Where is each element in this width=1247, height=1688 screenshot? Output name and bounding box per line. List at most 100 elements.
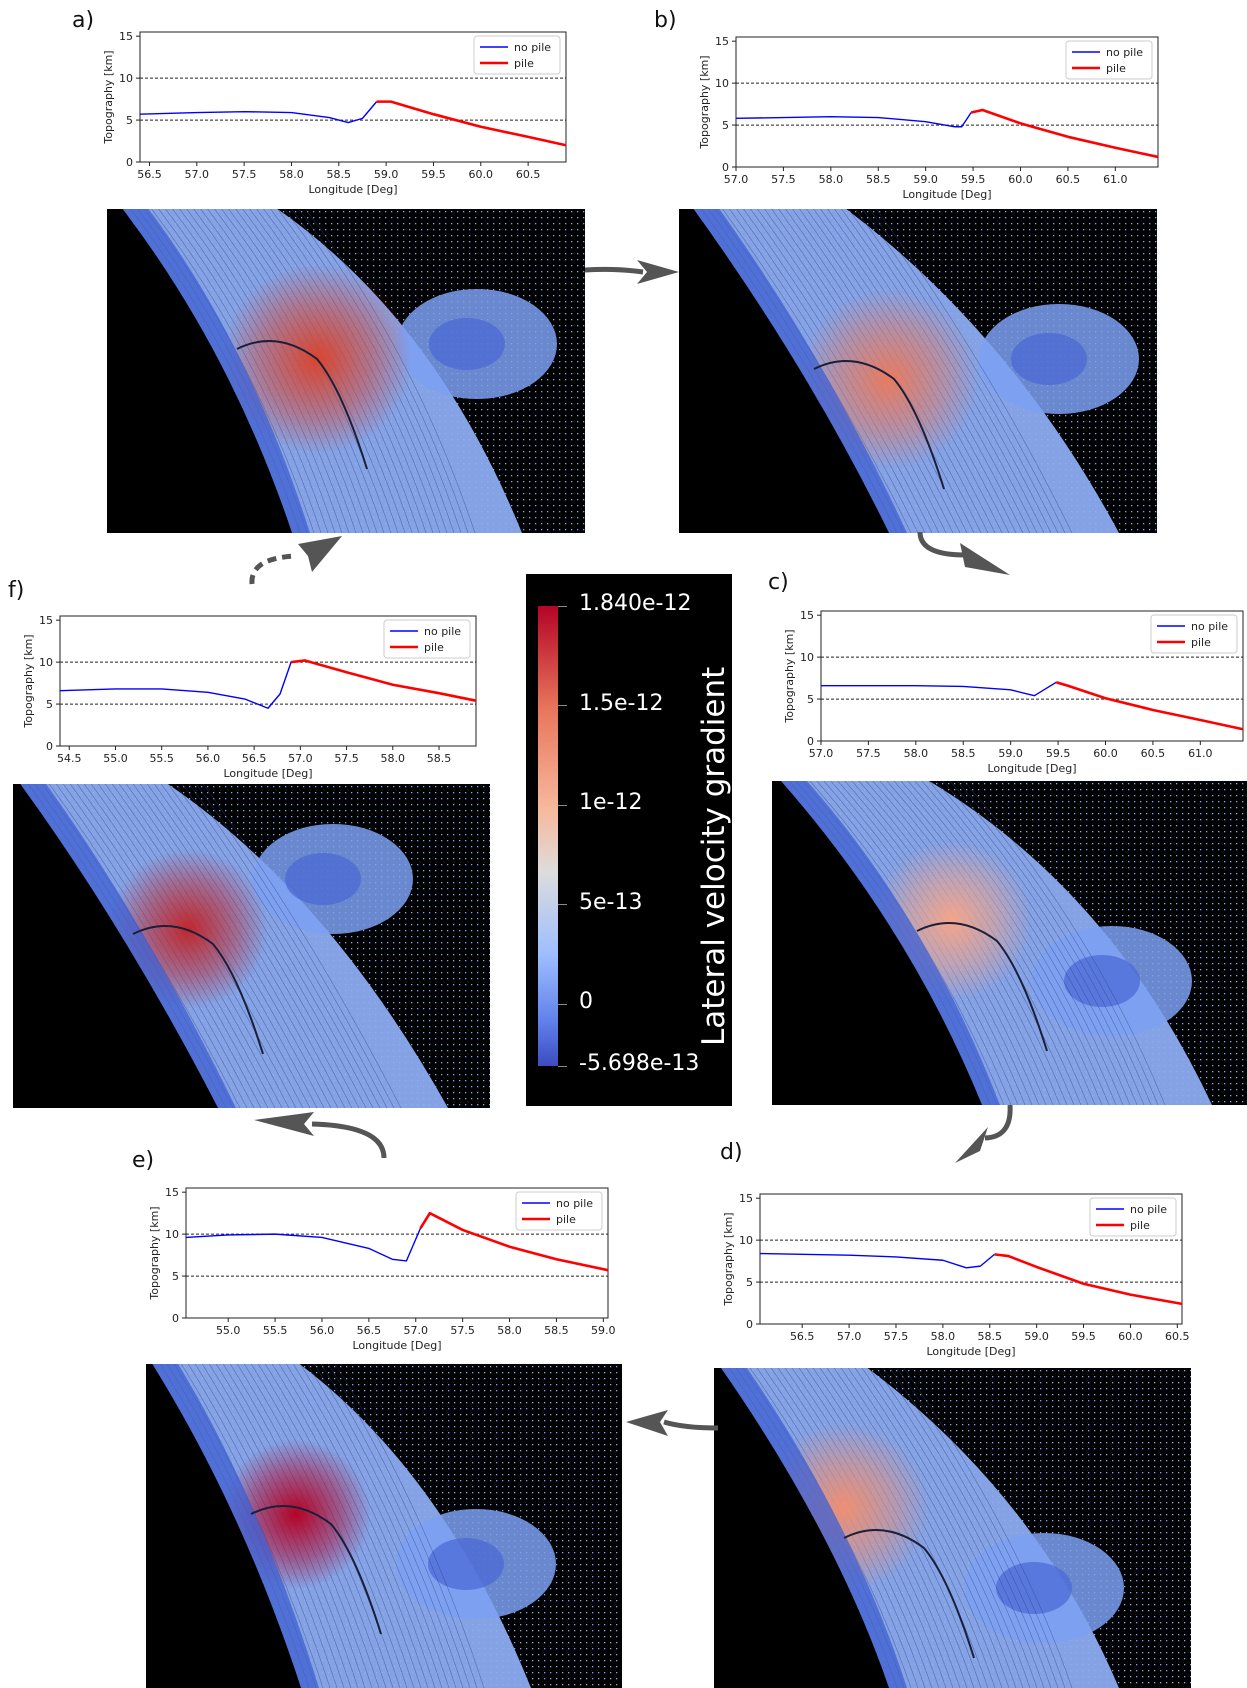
colorbar-tick bbox=[558, 1066, 567, 1067]
legend-label: no pile bbox=[514, 41, 551, 54]
x-tick-label: 58.5 bbox=[978, 1330, 1003, 1343]
legend-label: no pile bbox=[1106, 46, 1143, 59]
x-tick-label: 59.5 bbox=[1046, 747, 1071, 760]
surface-layer bbox=[780, 781, 1000, 1105]
y-tick-label: 15 bbox=[715, 35, 729, 48]
x-tick-label: 57.5 bbox=[450, 1324, 475, 1337]
legend-label: pile bbox=[424, 641, 444, 654]
x-tick-label: 59.0 bbox=[591, 1324, 616, 1337]
surface-layer bbox=[720, 1368, 907, 1688]
series-line-no-pile bbox=[185, 1227, 422, 1262]
y-tick-label: 5 bbox=[746, 1276, 753, 1289]
x-tick-label: 58.0 bbox=[279, 168, 304, 181]
flow-lobe-core bbox=[1064, 955, 1140, 1007]
panel-label-e: e) bbox=[132, 1148, 155, 1173]
velocity-field-map-a bbox=[107, 209, 585, 533]
y-tick-label: 10 bbox=[800, 651, 814, 664]
colorbar-tick bbox=[558, 805, 567, 806]
x-tick-label: 56.5 bbox=[242, 752, 267, 765]
x-tick-label: 57.5 bbox=[771, 173, 796, 186]
legend-box bbox=[515, 1191, 603, 1231]
legend-label: pile bbox=[1191, 636, 1211, 649]
topography-chart-d: 0 5 10 15 56.5 57.0 57.5 58.0 58.5 59.0 59.5 60.0 60… bbox=[720, 1190, 1190, 1360]
y-axis-label: Topography [km] bbox=[698, 55, 711, 149]
surface-layer bbox=[693, 209, 907, 533]
x-tick-label: 56.5 bbox=[357, 1324, 382, 1337]
x-tick-label: 55.0 bbox=[103, 752, 128, 765]
pile-outline bbox=[236, 340, 368, 470]
chart-svg: 0 5 10 15 56.5 57.0 57.5 58.0 58.5 59.0 59.5 60.0 60… bbox=[102, 30, 567, 196]
x-tick-label: 59.5 bbox=[421, 168, 446, 181]
legend-label: pile bbox=[514, 57, 534, 70]
legend-box bbox=[1150, 614, 1238, 654]
chart-svg: 0 5 10 15 57.0 57.5 58.0 58.5 59.0 59.5 60.0 60.5 61… bbox=[698, 35, 1159, 201]
x-tick-label: 60.5 bbox=[1056, 173, 1081, 186]
series-line-pile bbox=[290, 659, 477, 702]
legend-box bbox=[1065, 40, 1153, 80]
planet-interior bbox=[107, 209, 292, 533]
series-line-no-pile bbox=[759, 1252, 995, 1269]
arrow-b-to-c bbox=[917, 531, 1010, 575]
field-svg bbox=[146, 1364, 622, 1688]
arrow-a-to-b bbox=[585, 260, 679, 284]
legend-box bbox=[1089, 1197, 1177, 1237]
y-tick-label: 0 bbox=[722, 161, 729, 174]
pile-outline bbox=[916, 922, 1048, 1052]
x-tick-label: 59.0 bbox=[913, 173, 938, 186]
velocity-field-map-d bbox=[714, 1368, 1191, 1688]
colorbar-tick bbox=[558, 1004, 567, 1005]
series-line-no-pile bbox=[735, 112, 972, 128]
topography-chart-e: 0 5 10 15 55.0 55.5 56.0 56.5 57.0 57.5 58.0 58.5 59… bbox=[146, 1184, 616, 1354]
series-line-no-pile bbox=[139, 101, 378, 124]
pile-outline bbox=[813, 360, 945, 490]
chart-svg: 0 5 10 15 54.5 55.0 55.5 56.0 56.5 57.0 57.5 58.0 58… bbox=[22, 614, 477, 780]
chart-svg: 0 5 10 15 56.5 57.0 57.5 58.0 58.5 59.0 59.5 60.0 60… bbox=[722, 1192, 1190, 1358]
x-tick-label: 56.0 bbox=[310, 1324, 335, 1337]
panel-label-c: c) bbox=[768, 570, 789, 595]
y-axis-label: Topography [km] bbox=[22, 634, 35, 728]
x-tick-label: 60.0 bbox=[1093, 747, 1118, 760]
velocity-field-map-e bbox=[146, 1364, 622, 1688]
colorbar-tick-label: -5.698e-13 bbox=[579, 1051, 700, 1076]
legend-label: no pile bbox=[556, 1197, 593, 1210]
x-tick-label: 60.0 bbox=[1008, 173, 1033, 186]
x-tick-label: 60.5 bbox=[516, 168, 541, 181]
planet-interior bbox=[146, 1364, 301, 1688]
x-tick-label: 56.0 bbox=[196, 752, 221, 765]
x-tick-label: 55.5 bbox=[149, 752, 174, 765]
x-tick-label: 59.0 bbox=[1024, 1330, 1049, 1343]
y-axis-label: Topography [km] bbox=[722, 1212, 735, 1306]
x-tick-label: 58.0 bbox=[819, 173, 844, 186]
y-tick-label: 15 bbox=[165, 1186, 179, 1199]
x-tick-label: 60.5 bbox=[1165, 1330, 1190, 1343]
x-tick-label: 54.5 bbox=[57, 752, 82, 765]
x-tick-label: 58.5 bbox=[427, 752, 452, 765]
x-tick-label: 57.0 bbox=[837, 1330, 862, 1343]
field-svg bbox=[107, 209, 585, 533]
velocity-field-map-f bbox=[13, 784, 490, 1108]
flow-lobe-core bbox=[1011, 333, 1087, 385]
x-tick-label: 57.5 bbox=[232, 168, 257, 181]
y-tick-label: 5 bbox=[807, 693, 814, 706]
legend-label: pile bbox=[1106, 62, 1126, 75]
legend-label: no pile bbox=[1130, 1203, 1167, 1216]
panel-label-f: f) bbox=[8, 578, 25, 603]
x-tick-label: 57.0 bbox=[288, 752, 313, 765]
y-tick-label: 5 bbox=[722, 119, 729, 132]
colorbar-tick bbox=[558, 705, 567, 706]
x-tick-label: 58.5 bbox=[951, 747, 976, 760]
field-svg bbox=[714, 1368, 1191, 1688]
field-svg bbox=[772, 781, 1247, 1105]
x-tick-label: 56.5 bbox=[790, 1330, 815, 1343]
x-tick-label: 61.0 bbox=[1103, 173, 1128, 186]
x-axis-label: Longitude [Deg] bbox=[926, 1345, 1015, 1358]
y-axis-label: Topography [km] bbox=[783, 629, 796, 723]
surface-layer bbox=[20, 784, 236, 1108]
colorbar-gradient bbox=[538, 606, 558, 1066]
y-tick-label: 0 bbox=[46, 740, 53, 753]
velocity-field-map-c bbox=[772, 781, 1247, 1105]
y-tick-label: 15 bbox=[119, 30, 133, 43]
colorbar-tick bbox=[558, 904, 567, 905]
x-tick-label: 58.0 bbox=[931, 1330, 956, 1343]
legend-label: no pile bbox=[424, 625, 461, 638]
